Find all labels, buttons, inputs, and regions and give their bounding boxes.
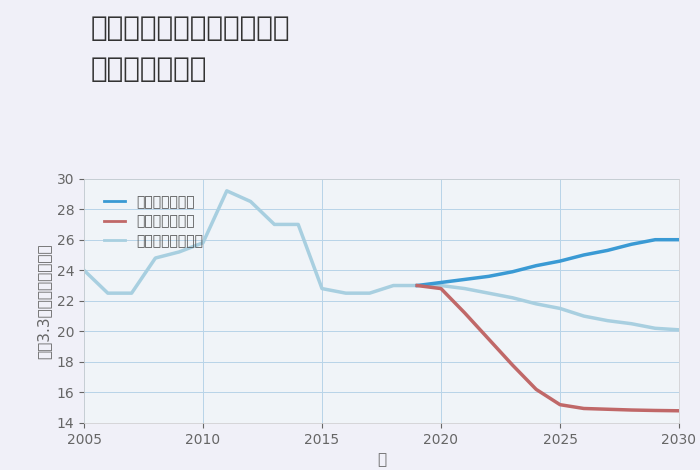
ノーマルシナリオ: [199, 240, 207, 245]
ノーマルシナリオ: [104, 290, 112, 296]
バッドシナリオ: [484, 336, 493, 342]
ノーマルシナリオ: [508, 295, 517, 301]
ノーマルシナリオ: [270, 222, 279, 227]
Line: グッドシナリオ: グッドシナリオ: [417, 240, 679, 285]
ノーマルシナリオ: [651, 325, 659, 331]
バッドシナリオ: [437, 286, 445, 291]
X-axis label: 年: 年: [377, 452, 386, 467]
グッドシナリオ: [413, 282, 421, 288]
グッドシナリオ: [508, 269, 517, 274]
ノーマルシナリオ: [532, 301, 540, 306]
ノーマルシナリオ: [294, 222, 302, 227]
ノーマルシナリオ: [603, 318, 612, 323]
Line: ノーマルシナリオ: ノーマルシナリオ: [84, 191, 679, 330]
ノーマルシナリオ: [413, 282, 421, 288]
バッドシナリオ: [556, 402, 564, 407]
ノーマルシナリオ: [342, 290, 350, 296]
グッドシナリオ: [532, 263, 540, 268]
ノーマルシナリオ: [127, 290, 136, 296]
ノーマルシナリオ: [389, 282, 398, 288]
バッドシナリオ: [627, 407, 636, 413]
グッドシナリオ: [484, 274, 493, 279]
バッドシナリオ: [413, 282, 421, 288]
ノーマルシナリオ: [484, 290, 493, 296]
ノーマルシナリオ: [318, 286, 326, 291]
ノーマルシナリオ: [246, 199, 255, 204]
バッドシナリオ: [651, 407, 659, 413]
ノーマルシナリオ: [365, 290, 374, 296]
ノーマルシナリオ: [580, 313, 588, 319]
ノーマルシナリオ: [627, 321, 636, 327]
Y-axis label: 平（3.3㎡）単価（万円）: 平（3.3㎡）単価（万円）: [36, 243, 51, 359]
グッドシナリオ: [437, 280, 445, 285]
ノーマルシナリオ: [223, 188, 231, 194]
Text: 千葉県成田市大栄十余三の
土地の価格推移: 千葉県成田市大栄十余三の 土地の価格推移: [91, 14, 290, 83]
ノーマルシナリオ: [556, 306, 564, 311]
グッドシナリオ: [580, 252, 588, 258]
ノーマルシナリオ: [675, 327, 683, 333]
グッドシナリオ: [461, 276, 469, 282]
グッドシナリオ: [556, 258, 564, 264]
ノーマルシナリオ: [175, 249, 183, 255]
バッドシナリオ: [603, 407, 612, 412]
バッドシナリオ: [508, 362, 517, 368]
バッドシナリオ: [461, 310, 469, 316]
グッドシナリオ: [627, 242, 636, 247]
グッドシナリオ: [603, 248, 612, 253]
グッドシナリオ: [675, 237, 683, 243]
ノーマルシナリオ: [151, 255, 160, 261]
ノーマルシナリオ: [80, 267, 88, 273]
Legend: グッドシナリオ, バッドシナリオ, ノーマルシナリオ: グッドシナリオ, バッドシナリオ, ノーマルシナリオ: [97, 188, 210, 255]
ノーマルシナリオ: [437, 282, 445, 288]
Line: バッドシナリオ: バッドシナリオ: [417, 285, 679, 411]
バッドシナリオ: [580, 406, 588, 411]
ノーマルシナリオ: [461, 286, 469, 291]
グッドシナリオ: [651, 237, 659, 243]
バッドシナリオ: [675, 408, 683, 414]
バッドシナリオ: [532, 386, 540, 392]
